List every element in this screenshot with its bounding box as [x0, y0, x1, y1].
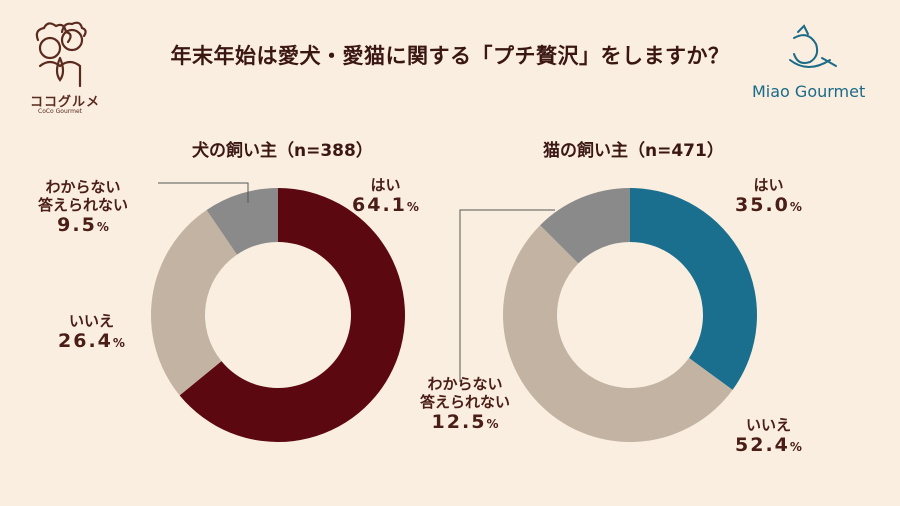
- cat-yes-label: はい 35.0%: [735, 176, 802, 217]
- cat-bowl-icon: [789, 24, 837, 68]
- cat-no-label: いいえ 52.4%: [735, 416, 802, 457]
- cat-unknown-category-line2: 答えられない: [420, 393, 511, 411]
- cat-unknown-leader-line: [459, 209, 555, 382]
- cat-slice-0: [630, 188, 758, 390]
- dog-unknown-category-line2: 答えられない: [38, 196, 129, 214]
- cat-slice-2: [540, 188, 630, 264]
- dog-yes-value: 64.1%: [352, 194, 419, 216]
- dog-slice-2: [206, 188, 278, 255]
- cat-unknown-category-line1: わからない: [427, 375, 503, 393]
- cat-chart-title: 猫の飼い主（n=471）: [543, 141, 724, 161]
- dog-slice-0: [179, 188, 406, 443]
- cat-yes-category: はい: [753, 176, 784, 194]
- dog-slice-1: [150, 209, 237, 396]
- dog-unknown-category-line1: わからない: [45, 178, 121, 196]
- dog-unknown-label: わからない 答えられない 9.5%: [38, 178, 128, 237]
- cat-unknown-label: わからない 答えられない 12.5%: [420, 375, 510, 434]
- dog-no-label: いいえ 26.4%: [58, 312, 125, 353]
- cat-unknown-value: 12.5%: [431, 411, 499, 433]
- cat-no-category: いいえ: [745, 416, 791, 434]
- dog-yes-label: はい 64.1%: [352, 176, 419, 217]
- dog-no-category: いいえ: [68, 312, 114, 330]
- cat-no-value: 52.4%: [735, 434, 802, 456]
- cat-yes-value: 35.0%: [735, 194, 802, 216]
- dog-unknown-leader-line: [158, 182, 249, 203]
- logo-left-text: ココグルメ: [30, 95, 101, 110]
- chart-title: 年末年始は愛犬・愛猫に関する「プチ贅沢」をしますか？: [170, 44, 730, 68]
- dog-yes-category: はい: [370, 176, 401, 194]
- logo-right-text: Miao Gourmet: [752, 82, 866, 101]
- people-illustration-icon: [35, 21, 87, 88]
- miaogourmet-logo: Miao Gourmet: [752, 20, 880, 110]
- dog-chart-title: 犬の飼い主（n=388）: [192, 141, 373, 161]
- dog-unknown-value: 9.5%: [57, 214, 109, 236]
- logo-left-subtext: CoCo Gourmet: [38, 108, 83, 115]
- cat-slice-1: [502, 225, 733, 443]
- cocogourmet-logo: ココグルメ CoCo Gourmet: [20, 14, 101, 115]
- dog-no-value: 26.4%: [58, 330, 125, 352]
